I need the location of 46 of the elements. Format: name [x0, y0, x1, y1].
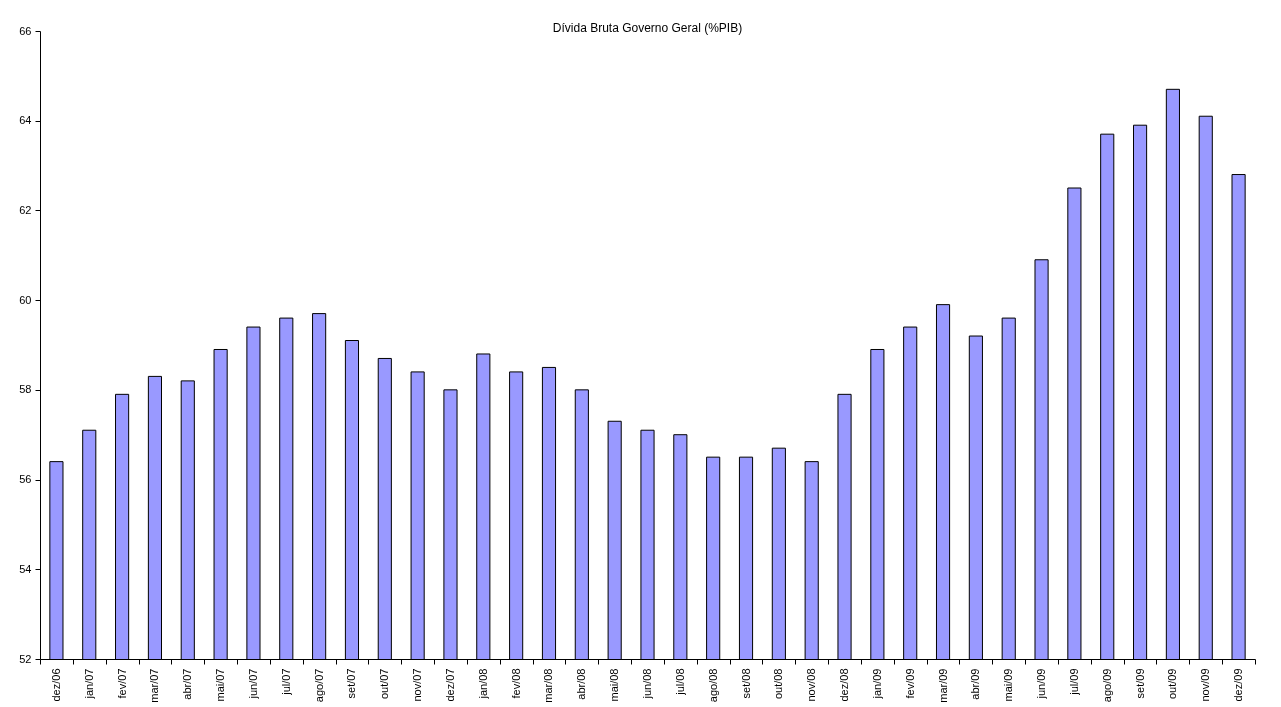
chart-title: Dívida Bruta Governo Geral (%PIB) [552, 21, 743, 35]
x-tick-label: nov/07 [411, 668, 424, 702]
x-tick-label: set/07 [345, 668, 358, 699]
x-tick-label: ago/08 [706, 668, 719, 703]
y-tick-label: 58 [19, 383, 32, 396]
x-tick-label: dez/07 [443, 668, 456, 702]
x-tick-label: jun/07 [246, 668, 259, 700]
x-tick-label: jan/09 [870, 668, 883, 700]
x-tick-label: set/08 [739, 668, 752, 699]
x-tick-label: jul/07 [279, 668, 292, 696]
x-tick-label: abr/07 [181, 668, 194, 700]
x-tick-label: out/09 [1166, 668, 1179, 700]
x-tick-label: mai/07 [214, 668, 227, 702]
x-tick-label: ago/09 [1100, 668, 1113, 703]
x-tick-label: jan/07 [82, 668, 95, 700]
x-tick-label: nov/08 [805, 668, 818, 702]
x-tick-label: set/09 [1133, 668, 1146, 699]
x-tick-label: abr/08 [575, 668, 588, 700]
x-tick-label: dez/06 [49, 668, 62, 702]
x-tick-label: mar/07 [148, 668, 161, 703]
x-tick-label: ago/07 [312, 668, 325, 703]
x-tick-label: fev/08 [509, 668, 522, 699]
y-tick-label: 60 [19, 293, 32, 306]
y-tick-label: 56 [19, 473, 32, 486]
y-tick-label: 64 [19, 114, 32, 127]
y-tick-label: 54 [19, 562, 32, 575]
x-tick-label: nov/09 [1199, 668, 1212, 702]
y-tick-label: 66 [19, 24, 32, 37]
x-tick-label: mai/09 [1002, 668, 1015, 702]
x-tick-label: dez/09 [1232, 668, 1245, 702]
x-tick-label: jan/08 [476, 668, 489, 700]
x-tick-label: fev/07 [115, 668, 128, 699]
x-tick-label: jul/08 [673, 668, 686, 696]
x-tick-label: jul/09 [1067, 668, 1080, 696]
x-tick-label: out/08 [772, 668, 785, 700]
x-tick-label: mar/09 [936, 668, 949, 703]
y-tick-label: 62 [19, 203, 32, 216]
x-tick-label: mar/08 [542, 668, 555, 703]
y-tick-label: 52 [19, 652, 32, 665]
x-tick-label: jun/08 [641, 668, 653, 700]
x-tick-label: dez/08 [838, 668, 851, 702]
x-tick-label: fev/09 [903, 668, 916, 699]
x-tick-label: jun/09 [1035, 668, 1048, 700]
x-tick-label: abr/09 [969, 668, 982, 700]
x-tick-label: out/07 [378, 668, 391, 700]
x-tick-label: mai/08 [608, 668, 621, 702]
